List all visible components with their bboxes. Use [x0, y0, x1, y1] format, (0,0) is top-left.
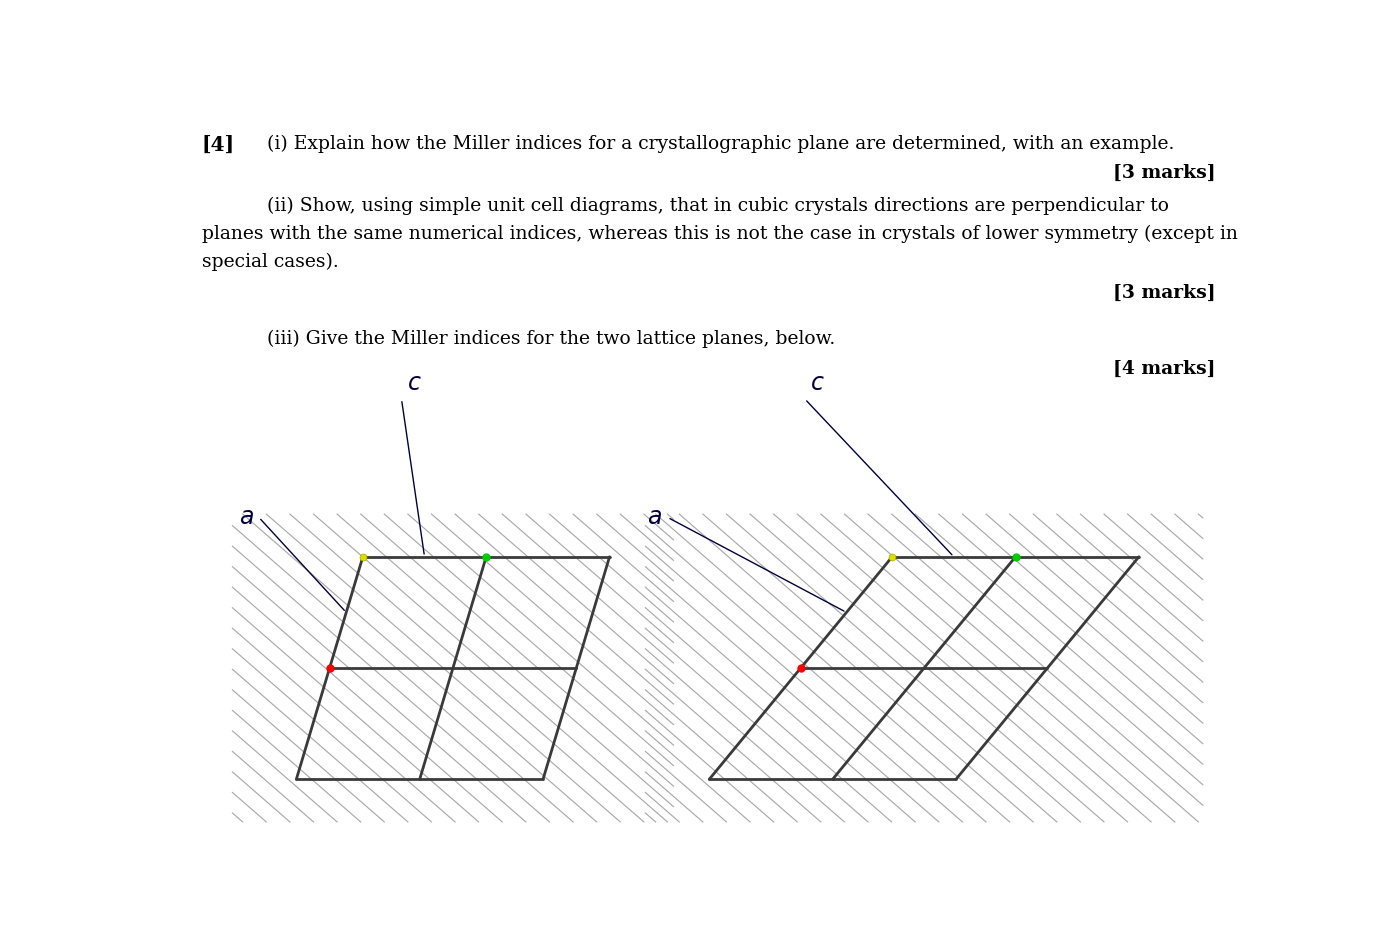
- Text: planes with the same numerical indices, whereas this is not the case in crystals: planes with the same numerical indices, …: [202, 225, 1237, 242]
- Text: $c$: $c$: [810, 372, 825, 395]
- Text: (i) Explain how the Miller indices for a crystallographic plane are determined, : (i) Explain how the Miller indices for a…: [267, 135, 1175, 153]
- Text: [3 marks]: [3 marks]: [1113, 163, 1215, 182]
- Text: $a$: $a$: [648, 506, 662, 528]
- Text: $c$: $c$: [407, 372, 422, 395]
- Text: [3 marks]: [3 marks]: [1113, 284, 1215, 302]
- Text: (ii) Show, using simple unit cell diagrams, that in cubic crystals directions ar: (ii) Show, using simple unit cell diagra…: [267, 197, 1169, 214]
- Text: [4]: [4]: [202, 135, 235, 155]
- Text: $a$: $a$: [238, 506, 253, 528]
- Text: special cases).: special cases).: [202, 254, 339, 271]
- Text: [4 marks]: [4 marks]: [1113, 360, 1215, 377]
- Text: (iii) Give the Miller indices for the two lattice planes, below.: (iii) Give the Miller indices for the tw…: [267, 329, 836, 348]
